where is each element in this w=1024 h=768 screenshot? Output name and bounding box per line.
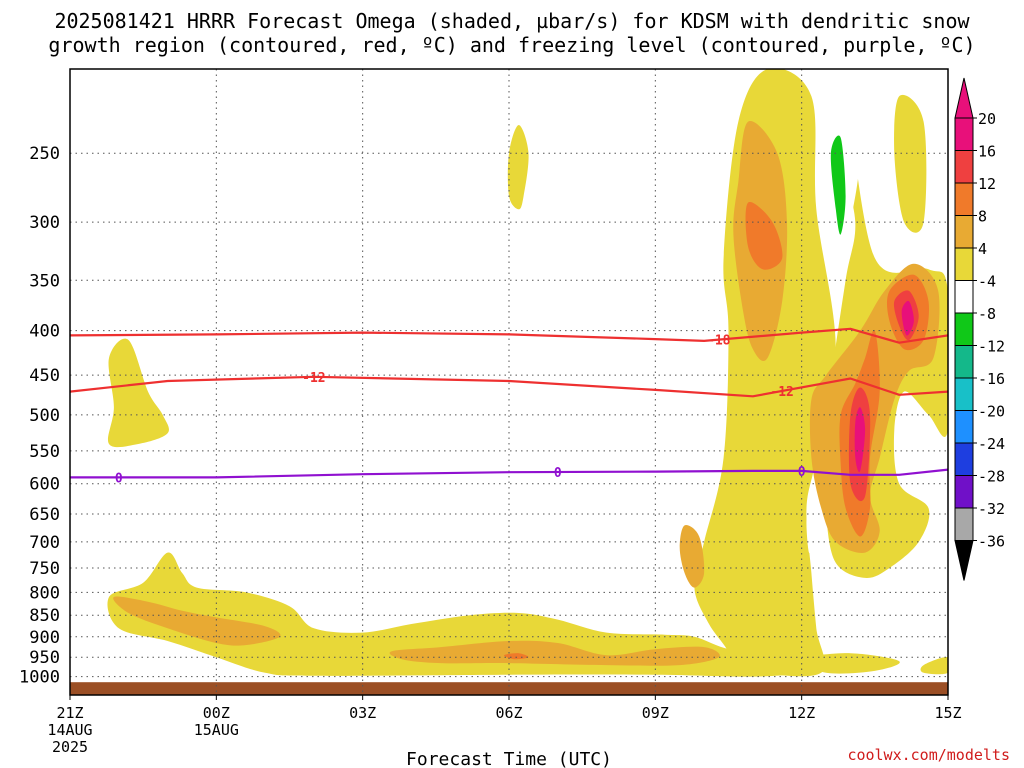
colorbar-swatch--4 xyxy=(954,280,974,314)
omega-shading-layer xyxy=(107,69,948,677)
x-tick-label-3-1: 15AUG xyxy=(194,721,239,739)
colorbar-label-16: 16 xyxy=(978,143,996,161)
omega-region-10 xyxy=(113,596,281,646)
colorbar-label--32: -32 xyxy=(978,500,1005,518)
colorbar-swatch--8 xyxy=(954,312,974,346)
colorbar-label-12: 12 xyxy=(978,175,996,193)
colorbar-label--28: -28 xyxy=(978,468,1005,486)
omega-region-16 xyxy=(504,653,529,660)
y-tick-label-300: 300 xyxy=(29,213,60,233)
y-tick-label-600: 600 xyxy=(29,475,60,495)
y-tick-label-700: 700 xyxy=(29,533,60,553)
omega-region-20 xyxy=(901,300,914,336)
y-tick-label-900: 900 xyxy=(29,628,60,648)
omega-region-24 xyxy=(830,135,846,235)
x-tick-label-3-0: 00Z xyxy=(203,704,230,722)
colorbar-swatch-12 xyxy=(954,182,974,216)
y-tick-label-400: 400 xyxy=(29,322,60,342)
colorbar-label-8: 8 xyxy=(978,208,987,226)
grid-layer xyxy=(70,69,948,695)
colorbar-label--4: -4 xyxy=(978,273,996,291)
colorbar-swatch--24 xyxy=(954,442,974,476)
colorbar-swatch--28 xyxy=(954,475,974,509)
omega-region-11 xyxy=(389,640,720,666)
x-tick-label-0-1: 14AUG xyxy=(47,721,92,739)
y-tick-label-550: 550 xyxy=(29,442,60,462)
y-tick-label-750: 750 xyxy=(29,559,60,579)
x-tick-label-9-0: 06Z xyxy=(495,704,522,722)
y-axis: 2503003504004505005506006507007508008509… xyxy=(19,144,60,687)
y-tick-label-250: 250 xyxy=(29,144,60,164)
omega-region-13 xyxy=(745,201,783,270)
y-tick-label-500: 500 xyxy=(29,406,60,426)
contour-line--18-0 xyxy=(69,327,949,344)
omega-region-19 xyxy=(854,407,866,473)
y-tick-label-850: 850 xyxy=(29,606,60,626)
omega-region-3 xyxy=(107,552,807,677)
contour-label--12-1: -12 xyxy=(770,385,793,400)
colorbar-swatch-4 xyxy=(954,247,974,281)
colorbar-swatch--16 xyxy=(954,377,974,411)
chart-title-line2: growth region (contoured, red, ºC) and f… xyxy=(48,33,976,57)
y-tick-label-650: 650 xyxy=(29,505,60,525)
colorbar-label--16: -16 xyxy=(978,370,1005,388)
x-tick-label-15-0: 12Z xyxy=(788,704,815,722)
omega-region-12 xyxy=(679,525,705,588)
x-tick-label-18-0: 15Z xyxy=(934,704,961,722)
colorbar-label--12: -12 xyxy=(978,338,1005,356)
omega-region-7 xyxy=(507,125,529,210)
contour-label-0-1: 0 xyxy=(554,466,562,481)
credit-text: coolwx.com/modelts xyxy=(847,746,1010,764)
colorbar-swatch--36 xyxy=(954,507,974,541)
colorbar-swatch--12 xyxy=(954,345,974,379)
x-tick-label-6-0: 03Z xyxy=(349,704,376,722)
omega-region-4 xyxy=(801,653,900,674)
colorbar-top-arrow xyxy=(954,77,974,119)
y-tick-label-800: 800 xyxy=(29,583,60,603)
chart-title-line1: 2025081421 HRRR Forecast Omega (shaded, … xyxy=(54,9,970,33)
x-axis-label: Forecast Time (UTC) xyxy=(406,749,612,768)
y-tick-label-450: 450 xyxy=(29,366,60,386)
contour-line--12-1 xyxy=(69,375,949,398)
y-tick-label-350: 350 xyxy=(29,271,60,291)
colorbar-label--20: -20 xyxy=(978,403,1005,421)
omega-region-0 xyxy=(694,69,836,677)
colorbar-label--8: -8 xyxy=(978,305,996,323)
contour-label-0-0: 0 xyxy=(115,471,123,486)
contour-label--12-0: -12 xyxy=(302,371,325,386)
contour-label--18-0: -18 xyxy=(707,334,731,349)
omega-region-2 xyxy=(894,94,927,233)
contour-label-0-2: 0 xyxy=(798,465,806,480)
colorbar: 20 16 12 8 4 -4 -8 -12 -16 -20 -24 -28 -32 -36 xyxy=(954,77,1005,581)
x-tick-label-12-0: 09Z xyxy=(642,704,669,722)
omega-region-23 xyxy=(874,572,915,609)
colorbar-swatch--20 xyxy=(954,410,974,444)
colorbar-label--24: -24 xyxy=(978,435,1005,453)
contour-layer: -18 -12 -12 0 0 0 xyxy=(69,327,949,486)
ground-layer xyxy=(70,682,948,695)
colorbar-label--36: -36 xyxy=(978,533,1005,551)
colorbar-label-4: 4 xyxy=(978,240,987,258)
y-tick-label-1000: 1000 xyxy=(19,668,60,688)
omega-region-6 xyxy=(107,338,169,448)
x-tick-label-0-0: 21Z xyxy=(56,704,83,722)
omega-region-5 xyxy=(920,657,948,675)
colorbar-swatch-20 xyxy=(954,117,974,151)
colorbar-swatch-16 xyxy=(954,150,974,184)
colorbar-bottom-arrow xyxy=(954,540,974,581)
ground-bar xyxy=(70,682,948,695)
y-tick-label-950: 950 xyxy=(29,648,60,668)
colorbar-label-20: 20 xyxy=(978,110,996,128)
contour-line-0-2 xyxy=(70,468,949,479)
x-tick-label-0-2: 2025 xyxy=(52,738,88,756)
colorbar-swatch-8 xyxy=(954,215,974,249)
